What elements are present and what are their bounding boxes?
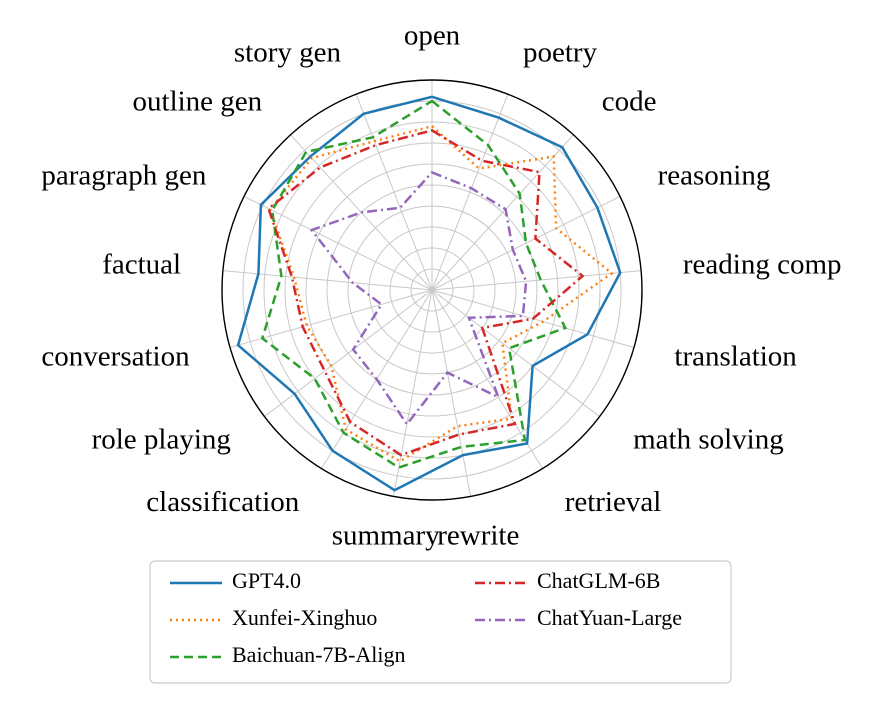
legend-label: ChatYuan-Large bbox=[537, 605, 682, 630]
category-label-poetry: poetry bbox=[523, 37, 598, 69]
category-label-math-solving: math solving bbox=[633, 424, 784, 456]
grid-spoke bbox=[392, 289, 433, 497]
legend-label: Baichuan-7B-Align bbox=[232, 642, 406, 667]
category-label-classification: classification bbox=[146, 486, 300, 518]
category-label-factual: factual bbox=[102, 248, 181, 280]
category-label-open: open bbox=[404, 20, 461, 52]
category-label-code: code bbox=[602, 85, 657, 117]
series-chatyuan-large bbox=[309, 170, 528, 427]
legend-label: Xunfei-Xinghuo bbox=[232, 605, 377, 630]
category-label-story-gen: story gen bbox=[234, 37, 342, 69]
series-lines bbox=[236, 95, 622, 492]
series-chatglm-6b bbox=[267, 129, 585, 457]
grid-spoke bbox=[431, 94, 509, 291]
category-label-retrieval: retrieval bbox=[565, 486, 662, 518]
grid-spoke bbox=[431, 195, 621, 291]
grid-spoke bbox=[243, 195, 433, 291]
outer-frame bbox=[221, 79, 643, 501]
grid-spoke bbox=[431, 289, 600, 417]
grid bbox=[221, 79, 643, 501]
category-label-outline-gen: outline gen bbox=[133, 85, 263, 117]
category-label-reasoning: reasoning bbox=[658, 159, 771, 191]
legend-frame bbox=[149, 560, 732, 684]
category-label-reading-comp: reading comp bbox=[683, 248, 842, 280]
legend-label: GPT4.0 bbox=[232, 568, 301, 593]
grid-spoke bbox=[264, 289, 433, 417]
series-gpt4-0 bbox=[236, 95, 622, 492]
category-label-translation: translation bbox=[674, 341, 797, 373]
category-label-summary: summary bbox=[332, 519, 440, 551]
grid-spoke bbox=[355, 94, 433, 291]
category-label-paragraph-gen: paragraph gen bbox=[41, 159, 207, 191]
grid-spoke bbox=[431, 270, 642, 291]
grid-spoke bbox=[431, 134, 574, 291]
legend-label: ChatGLM-6B bbox=[537, 568, 660, 593]
category-label-role-playing: role playing bbox=[92, 424, 231, 456]
grid-spoke bbox=[431, 289, 472, 497]
category-label-conversation: conversation bbox=[41, 341, 190, 373]
legend: GPT4.0 Xunfei-Xinghuo Baichuan-7B-Align Cha… bbox=[149, 560, 732, 684]
category-label-rewrite: rewrite bbox=[437, 519, 519, 551]
